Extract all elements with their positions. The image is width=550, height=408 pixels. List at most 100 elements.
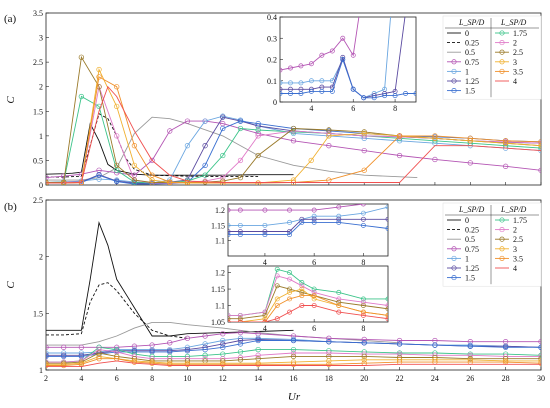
data-point-2.5 <box>96 350 102 356</box>
data-point-3 <box>131 162 138 168</box>
data-point-1.75 <box>274 266 280 272</box>
data-point-1.5 <box>326 339 332 345</box>
legend-label-3: 3 <box>513 245 517 254</box>
data-point-1.25 <box>237 229 243 234</box>
y-tick-label: 1.5 <box>33 309 43 318</box>
data-point-2 <box>274 273 280 279</box>
series-line-1.75 <box>46 346 541 363</box>
data-point-1 <box>319 78 325 84</box>
legend-label-0: 0 <box>465 29 469 38</box>
data-point-1.75 <box>290 346 297 353</box>
series-line-4 <box>228 305 388 322</box>
data-point-0.75 <box>220 331 226 337</box>
data-point-2 <box>396 351 403 357</box>
data-point-1.75 <box>237 125 244 132</box>
series-line-4 <box>46 85 541 184</box>
data-point-1.5 <box>385 226 388 231</box>
series-line-1.5 <box>46 340 541 357</box>
legend-marker-1.25 <box>451 265 457 271</box>
data-point-3 <box>308 157 314 164</box>
x-tick-label: 2 <box>44 374 48 383</box>
data-point-0.75 <box>467 160 473 166</box>
data-point-1.25 <box>280 86 283 92</box>
data-point-2.5 <box>538 356 541 362</box>
data-point-1.5 <box>290 337 297 344</box>
legend-marker-2 <box>499 40 505 46</box>
data-point-3 <box>538 143 541 149</box>
data-point-0.75 <box>287 207 292 213</box>
data-point-1 <box>202 341 208 347</box>
data-point-2 <box>114 133 120 139</box>
data-point-1 <box>288 80 293 86</box>
data-point-0.75 <box>326 335 332 341</box>
x-tick-label: 12 <box>219 374 227 383</box>
data-point-1.75 <box>385 296 388 302</box>
y-tick-label: 1 <box>39 366 43 375</box>
data-point-3 <box>287 289 292 295</box>
legend-label-1.75: 1.75 <box>513 216 527 225</box>
x-tick-label: 4 <box>79 374 83 383</box>
series-line-3.5 <box>46 358 541 366</box>
legend-marker-3.5 <box>499 68 505 74</box>
legend-label-3.5: 3.5 <box>513 254 523 263</box>
data-point-3.5 <box>46 362 49 369</box>
x-tick-label: 26 <box>466 374 474 383</box>
legend-label-2: 2 <box>513 39 517 48</box>
series-line-1 <box>46 115 541 184</box>
data-point-1 <box>262 222 268 228</box>
data-point-2 <box>220 174 226 181</box>
legend-box <box>442 15 542 100</box>
x-tick-label: 10 <box>183 374 191 383</box>
y-tick-label: 1.15 <box>211 285 225 294</box>
legend-label-0.75: 0.75 <box>465 58 479 67</box>
data-point-4 <box>237 319 243 322</box>
data-point-3.5 <box>326 361 332 367</box>
y-tick-label: 1.15 <box>211 221 225 230</box>
legend-label-1: 1 <box>465 254 469 263</box>
data-point-2 <box>290 350 297 356</box>
data-point-0.75 <box>340 35 346 41</box>
x-tick-label: 6 <box>115 374 119 383</box>
x-tick-label: 28 <box>502 374 510 383</box>
data-point-1.5 <box>220 125 226 132</box>
legend-marker-1.25 <box>451 78 457 84</box>
y-tick-label: 0.3 <box>267 34 277 43</box>
data-point-3 <box>326 133 332 139</box>
data-point-1.5 <box>280 91 283 96</box>
data-point-1.5 <box>340 57 346 62</box>
data-point-0.75 <box>361 336 367 343</box>
data-point-0.75 <box>167 340 173 346</box>
data-point-1.5 <box>403 91 408 96</box>
data-point-0.75 <box>361 147 367 154</box>
data-point-3.5 <box>255 180 261 185</box>
data-point-0.75 <box>184 118 191 124</box>
data-point-3.5 <box>467 135 473 141</box>
data-point-1.5 <box>237 118 244 124</box>
legend-label-3: 3 <box>513 58 517 67</box>
y-tick-label: 0.2 <box>267 56 277 65</box>
data-point-2 <box>385 303 388 308</box>
legend-marker-1 <box>451 255 457 261</box>
legend-label-0.25: 0.25 <box>465 39 479 48</box>
data-point-3 <box>361 130 367 137</box>
data-point-1.5 <box>220 344 226 350</box>
data-point-0.75 <box>262 207 268 213</box>
data-point-2 <box>538 140 541 146</box>
data-point-4 <box>360 312 366 318</box>
data-point-0.75 <box>61 173 67 179</box>
data-point-3 <box>326 358 332 364</box>
data-point-2.5 <box>385 306 388 312</box>
panel-a: 00.511.522.533.5(a)CL_SP/D L_SP/D00.250.5… <box>4 9 542 190</box>
data-point-1 <box>336 213 342 219</box>
data-point-2.5 <box>114 162 120 168</box>
data-point-1.5 <box>360 222 366 228</box>
data-point-1.25 <box>228 229 231 234</box>
data-point-2 <box>287 276 292 282</box>
y-tick-label: 3 <box>39 34 43 43</box>
data-point-3.5 <box>131 143 138 149</box>
y-tick-label: 0 <box>39 181 43 190</box>
x-tick-label: 4 <box>309 104 313 113</box>
data-point-2.5 <box>274 283 280 289</box>
data-point-1.25 <box>385 216 388 222</box>
